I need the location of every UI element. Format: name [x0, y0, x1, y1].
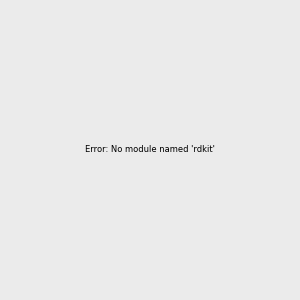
Text: Error: No module named 'rdkit': Error: No module named 'rdkit'	[85, 146, 215, 154]
